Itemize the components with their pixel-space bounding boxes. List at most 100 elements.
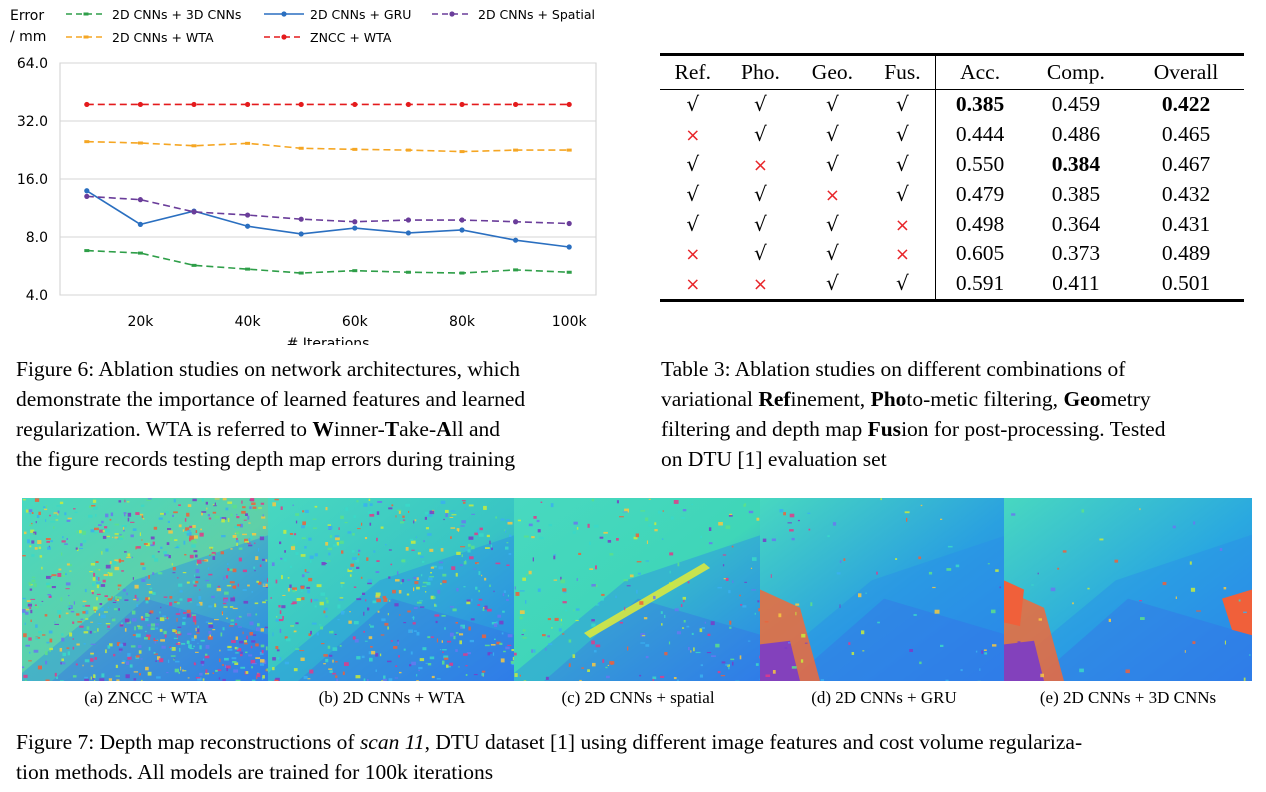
table-header-row: Ref. Pho. Geo. Fus. Acc. Comp. Overall [660, 54, 1244, 90]
cross-icon: × [752, 274, 768, 296]
depth-map-graphic [22, 498, 270, 681]
depth-map-image-b [268, 498, 516, 681]
series-line-2d-cnns-spatial [86, 195, 570, 225]
data-point-2d-cnns-wta [352, 147, 358, 151]
cell-geo-check-icon: √ [795, 120, 869, 150]
header-fus: Fus. [884, 60, 921, 84]
subfigure-label-d: (d) 2D CNNs + GRU [811, 688, 957, 707]
cell-overall: 0.465 [1161, 122, 1211, 147]
check-icon: √ [754, 122, 767, 147]
cell-ref-cross-icon: × [660, 120, 726, 150]
data-point-2d-cnns-wta [405, 148, 411, 152]
cell-pho-check-icon: √ [726, 239, 796, 269]
data-point-2d-cnns-gru [352, 225, 358, 231]
check-icon: √ [896, 151, 909, 176]
x-tick-label: 80k [449, 314, 476, 330]
check-icon: √ [754, 92, 767, 117]
data-point-2d-cnns-3d-cnns [298, 271, 304, 275]
subfigure-label-c: (c) 2D CNNs + spatial [561, 688, 715, 707]
cell-geo-check-icon: √ [795, 239, 869, 269]
series-line-2d-cnns-gru [86, 190, 570, 248]
legend-label: ZNCC + WTA [310, 30, 392, 45]
check-icon: √ [826, 241, 839, 266]
data-point-2d-cnns-spatial [298, 216, 304, 222]
header-comp: Comp. [1046, 60, 1105, 84]
series-line-2d-cnns-wta [86, 140, 570, 153]
check-icon: √ [826, 92, 839, 117]
cell-acc: 0.385 [935, 89, 1024, 120]
data-point-2d-cnns-wta [191, 144, 197, 148]
legend-label: 2D CNNs + Spatial [478, 7, 595, 22]
check-icon: √ [754, 211, 767, 236]
cell-acc: 0.444 [935, 119, 1024, 150]
legend-label: 2D CNNs + WTA [112, 30, 214, 45]
data-point-2d-cnns-wta [137, 141, 143, 145]
legend-item-2d-cnns-spatial: 2D CNNs + Spatial [432, 7, 595, 22]
data-point-2d-cnns-gru [513, 237, 519, 243]
data-point-zncc-wta [566, 101, 572, 108]
legend-item-2d-cnns-3d-cnns: 2D CNNs + 3D CNNs [66, 7, 241, 22]
cell-pho-check-icon: √ [726, 179, 796, 209]
y-tick-label: 64.0 [17, 56, 48, 72]
data-point-2d-cnns-spatial [84, 193, 90, 199]
table-3-caption-line: filtering and depth map Fusion for post-… [661, 417, 1166, 441]
legend-label: 2D CNNs + 3D CNNs [112, 7, 241, 22]
cross-icon: × [894, 244, 910, 266]
table-row: × √ √ × 0.605 0.373 0.489 [660, 238, 1244, 269]
data-point-2d-cnns-wta [459, 150, 465, 154]
header-overall: Overall [1153, 60, 1219, 84]
data-point-2d-cnns-3d-cnns [566, 270, 572, 274]
error-line-chart: 64.0 32.0 16.0 8.0 4.0 20k 40k 60k 80k 100k Error /… [10, 7, 597, 345]
data-point-zncc-wta [84, 101, 90, 108]
y-tick-label: 32.0 [17, 114, 48, 130]
table-row: √ √ √ × 0.498 0.364 0.431 [660, 209, 1244, 239]
figure-6-caption: Figure 6: Ablation studies on network ar… [16, 354, 600, 474]
x-tick-label: 20k [127, 314, 154, 330]
data-point-2d-cnns-wta [513, 148, 519, 152]
depth-map-graphic [268, 498, 516, 681]
cell-overall: 0.431 [1161, 211, 1211, 236]
legend-marker [449, 11, 455, 17]
data-point-2d-cnns-gru [245, 223, 251, 229]
cell-acc: 0.591 [935, 268, 1024, 301]
table-body: √ √ √ √ 0.385 0.459 0.422 × √ √ √ 0.444 0.486 0.465 √ ×… [660, 89, 1244, 301]
y-tick-label: 4.0 [26, 288, 48, 304]
x-axis-label: # Iterations [287, 336, 370, 345]
x-tick-label: 60k [342, 314, 369, 330]
cell-acc: 0.550 [935, 149, 1024, 180]
data-point-2d-cnns-3d-cnns [352, 269, 358, 273]
data-point-zncc-wta [137, 101, 143, 108]
cell-overall: 0.501 [1161, 271, 1211, 296]
cell-pho-check-icon: √ [726, 120, 796, 150]
legend-marker [281, 34, 287, 40]
table-3-caption-line: variational Refinement, Photo-metic filt… [661, 387, 1151, 411]
cross-icon: × [894, 214, 910, 236]
data-point-2d-cnns-spatial [405, 217, 411, 223]
cell-fus-check-icon: √ [869, 90, 935, 120]
cell-acc: 0.605 [935, 238, 1024, 269]
data-point-2d-cnns-3d-cnns [84, 249, 90, 253]
header-geo: Geo. [811, 60, 853, 84]
cell-comp: 0.411 [1052, 271, 1100, 296]
subfigure-label-a: (a) ZNCC + WTA [84, 688, 208, 707]
legend-label: 2D CNNs + GRU [310, 7, 411, 22]
cross-icon: × [685, 244, 701, 266]
cell-fus-check-icon: √ [869, 269, 935, 300]
x-tick-label: 40k [235, 314, 262, 330]
ablation-table: Ref. Pho. Geo. Fus. Acc. Comp. Overall √… [660, 53, 1244, 302]
cross-icon: × [824, 184, 840, 206]
depth-map-image-c [514, 498, 762, 681]
data-point-2d-cnns-3d-cnns [191, 263, 197, 267]
cell-geo-check-icon: √ [795, 90, 869, 120]
cross-icon: × [685, 274, 701, 296]
cell-ref-check-icon: √ [660, 90, 726, 120]
cell-geo-cross-icon: × [795, 179, 869, 209]
cell-ref-check-icon: √ [660, 179, 726, 209]
depth-map-image-d [760, 498, 1008, 681]
data-point-2d-cnns-wta [566, 148, 572, 152]
data-point-zncc-wta [245, 101, 251, 108]
data-point-2d-cnns-3d-cnns [459, 271, 465, 275]
cell-comp: 0.385 [1051, 181, 1101, 206]
cell-comp: 0.364 [1051, 211, 1101, 236]
data-point-zncc-wta [459, 101, 465, 108]
